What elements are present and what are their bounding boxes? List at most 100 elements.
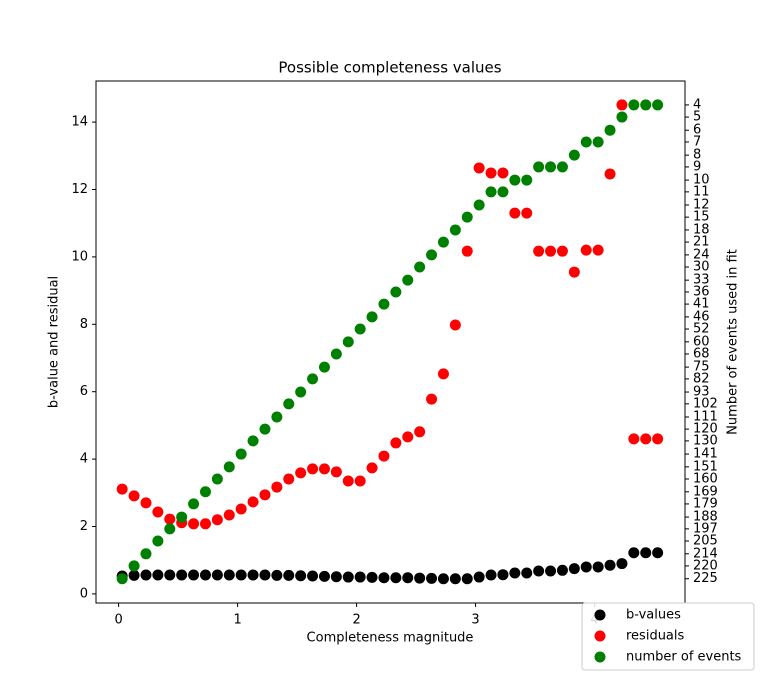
y2-tick-label: 141	[693, 447, 718, 462]
point	[211, 569, 223, 581]
y2-tick-label: 52	[693, 322, 710, 337]
point	[199, 486, 211, 498]
y2-tick-label: 151	[693, 459, 718, 474]
y2-tick-label: 179	[693, 496, 718, 511]
point	[307, 373, 319, 385]
point	[414, 261, 426, 273]
point	[164, 569, 176, 581]
point	[640, 99, 652, 111]
x-tick-label: 0	[114, 613, 122, 628]
point	[652, 433, 664, 445]
y2-tick-label: 41	[693, 297, 710, 312]
y-tick-label: 14	[71, 115, 88, 130]
point	[521, 174, 533, 186]
point	[271, 569, 283, 581]
y2-axis-label: Number of events used in fit	[726, 249, 741, 435]
point	[390, 572, 402, 584]
point	[235, 569, 247, 581]
y2-tick-label: 120	[693, 422, 718, 437]
point	[568, 563, 580, 575]
point	[164, 523, 176, 535]
point	[652, 99, 664, 111]
y2-tick-label: 12	[693, 198, 710, 213]
y2-tick-label: 18	[693, 222, 710, 237]
point	[283, 473, 295, 485]
point	[223, 461, 235, 473]
point	[342, 475, 354, 487]
y2-tick-label: 24	[693, 247, 710, 262]
point	[604, 124, 616, 136]
point	[128, 560, 140, 572]
y2-tick-label: 160	[693, 471, 718, 486]
point	[449, 224, 461, 236]
point	[354, 571, 366, 583]
chart-title: Possible completeness values	[278, 59, 501, 77]
y2-tick-label: 15	[693, 210, 710, 225]
point	[592, 136, 604, 148]
legend-marker	[594, 609, 606, 621]
point	[140, 569, 152, 581]
point	[318, 361, 330, 373]
point	[485, 186, 497, 198]
point	[152, 535, 164, 547]
point	[497, 569, 509, 581]
point	[259, 423, 271, 435]
point	[533, 565, 545, 577]
y2-tick-label: 169	[693, 484, 718, 499]
y-tick-label: 12	[71, 182, 88, 197]
point	[223, 569, 235, 581]
point	[461, 211, 473, 223]
point	[473, 199, 485, 211]
point	[497, 167, 509, 179]
point	[259, 569, 271, 581]
point	[521, 207, 533, 219]
point	[140, 548, 152, 560]
y2-tick-label: 46	[693, 309, 710, 324]
point	[342, 336, 354, 348]
point	[402, 274, 414, 286]
point	[437, 236, 449, 248]
point	[652, 547, 664, 559]
y2-tick-label: 68	[693, 346, 710, 361]
y2-tick-label: 225	[693, 571, 718, 586]
point	[461, 573, 473, 585]
point	[509, 174, 521, 186]
point	[449, 573, 461, 585]
y2-tick-label: 205	[693, 533, 718, 548]
point	[223, 509, 235, 521]
point	[199, 518, 211, 530]
point	[235, 503, 247, 515]
legend-box	[581, 602, 755, 671]
legend-label: residuals	[626, 629, 685, 644]
point	[556, 245, 568, 257]
point	[509, 567, 521, 579]
y2-tick-label: 6	[693, 123, 701, 138]
point	[545, 161, 557, 173]
y2-tick-label: 214	[693, 546, 718, 561]
point	[307, 570, 319, 582]
point	[628, 99, 640, 111]
point	[521, 567, 533, 579]
point	[247, 496, 259, 508]
y2-tick-label: 60	[693, 334, 710, 349]
y2-tick-label: 11	[693, 184, 710, 199]
y2-tick-label: 8	[693, 148, 701, 163]
y2-tick-label: 130	[693, 433, 718, 448]
point	[604, 559, 616, 571]
point	[330, 571, 342, 583]
point	[568, 149, 580, 161]
point	[378, 298, 390, 310]
point	[497, 186, 509, 198]
y2-tick-label: 5	[693, 110, 701, 125]
point	[580, 244, 592, 256]
point	[188, 498, 200, 510]
point	[330, 466, 342, 478]
point	[640, 433, 652, 445]
point	[199, 569, 211, 581]
point	[128, 569, 140, 581]
point	[449, 319, 461, 331]
point	[211, 473, 223, 485]
point	[545, 565, 557, 577]
y2-tick-label: 36	[693, 284, 710, 299]
point	[295, 386, 307, 398]
